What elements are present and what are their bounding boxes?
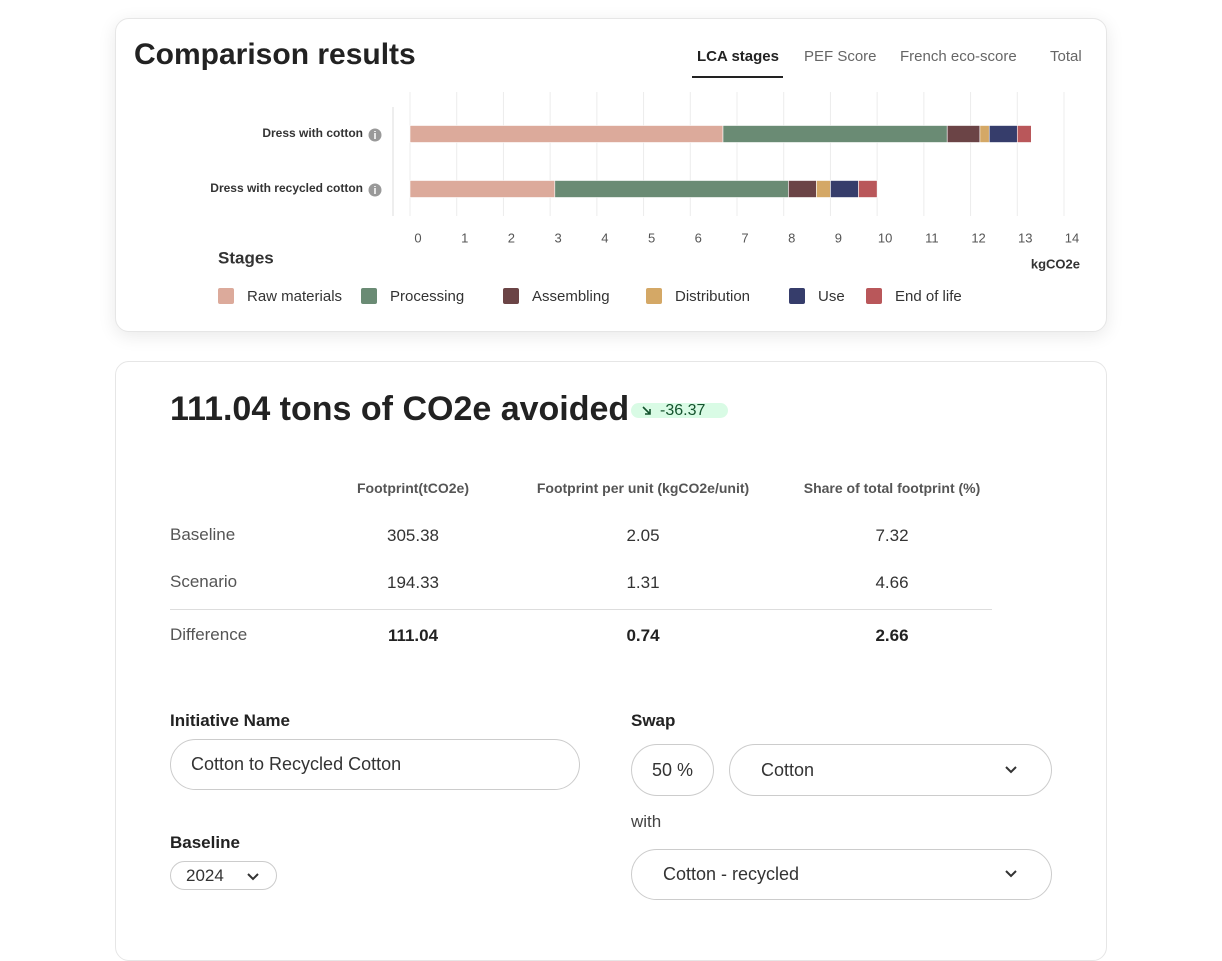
cell: 0.74 <box>626 626 660 645</box>
field-label: with <box>631 812 662 831</box>
input-value: 50 % <box>651 759 694 780</box>
bar-segment <box>830 180 859 198</box>
bar-segment <box>788 180 817 198</box>
x-tick-label: 1 <box>461 230 468 245</box>
x-tick-label: 5 <box>648 230 655 245</box>
legend-swatch <box>503 288 519 304</box>
legend-swatch <box>866 288 882 304</box>
badge: -36.37 <box>631 402 728 419</box>
chart: Stages kgCO2e 0 1 2 3 4 5 6 7 8 9 10 11 12 13 14Dress … <box>210 92 1080 305</box>
x-tick-label: 10 <box>878 230 892 245</box>
headline: 111.04 tons of CO2e avoided <box>170 390 630 428</box>
page: Comparison results LCA stages PEF Score … <box>115 18 1107 961</box>
legend-label: Use <box>818 288 845 305</box>
field-label: Swap <box>631 711 676 730</box>
badge-arrow <box>642 406 651 415</box>
cell: 7.32 <box>875 526 909 545</box>
select-value: 2024 <box>186 865 224 885</box>
tab[interactable]: French eco-score <box>900 48 1017 65</box>
bar-segment <box>816 180 831 198</box>
legend-label: Assembling <box>532 288 610 305</box>
bar-segment <box>858 180 878 198</box>
x-tick-label: 7 <box>741 230 748 245</box>
x-tick-label: 9 <box>835 230 842 245</box>
bar-segment <box>409 125 724 143</box>
bar-segment <box>946 125 981 143</box>
tab-underline <box>692 76 783 78</box>
legend-swatch <box>218 288 234 304</box>
x-tick-label: 8 <box>788 230 795 245</box>
x-tick-label: 11 <box>925 230 939 245</box>
bar-segment <box>1016 125 1032 143</box>
row-label: Difference <box>170 625 248 644</box>
bar-segment <box>409 180 556 198</box>
tab[interactable]: LCA stages <box>697 48 779 65</box>
x-axis-label: kgCO2e <box>1031 256 1080 271</box>
field-label: Initiative Name <box>170 711 290 730</box>
legend-swatch <box>361 288 377 304</box>
row-label: Baseline <box>170 525 236 544</box>
legend-label: Processing <box>390 288 464 305</box>
legend-swatch <box>789 288 805 304</box>
x-tick-label: 3 <box>555 230 562 245</box>
legend-label: End of life <box>895 288 962 305</box>
bar-segment <box>979 125 990 143</box>
tab[interactable]: Total <box>1050 48 1082 65</box>
dropdown[interactable]: Cotton - recycled <box>631 849 1052 900</box>
card-title: Comparison results <box>134 38 416 71</box>
x-tick-label: 13 <box>1018 230 1032 245</box>
bar-segment <box>554 180 789 198</box>
legend-swatch <box>646 288 662 304</box>
chevron <box>1005 766 1017 774</box>
row-label: Scenario <box>170 572 238 591</box>
column-header: Footprint(tCO2e) <box>357 480 469 496</box>
cell: 2.66 <box>875 626 909 645</box>
legend-label: Distribution <box>675 288 750 305</box>
x-tick-label: 2 <box>508 230 515 245</box>
dropdown-value: Cotton <box>761 759 815 780</box>
year-select[interactable]: 2024 <box>170 861 277 890</box>
bar-segment <box>988 125 1018 143</box>
text-input[interactable]: Cotton to Recycled Cotton <box>170 739 580 790</box>
legend-label: Raw materials <box>247 288 342 305</box>
cell: 111.04 <box>387 626 439 645</box>
chart-card <box>115 18 1107 332</box>
cell: 305.38 <box>387 526 439 545</box>
tab[interactable]: PEF Score <box>804 48 877 65</box>
dropdown-value: Cotton - recycled <box>663 864 800 884</box>
input-value: Cotton to Recycled Cotton <box>191 754 402 774</box>
category-label: Dress with cotton <box>262 126 363 140</box>
x-tick-label: 0 <box>414 230 421 245</box>
chevron <box>1005 870 1017 878</box>
cell: 194.33 <box>387 573 439 592</box>
x-tick-label: 6 <box>695 230 702 245</box>
x-tick-label: 4 <box>601 230 608 245</box>
column-header: Share of total footprint (%) <box>803 480 981 496</box>
field-label: Baseline <box>170 833 240 852</box>
bar-segment <box>722 125 948 143</box>
category-label: Dress with recycled cotton <box>210 181 363 195</box>
cell: 4.66 <box>875 573 909 592</box>
cell: 2.05 <box>626 526 660 545</box>
column-header: Footprint per unit (kgCO2e/unit) <box>536 480 750 496</box>
divider <box>170 609 992 610</box>
x-tick-label: 12 <box>971 230 985 245</box>
x-tick-label: 14 <box>1065 230 1079 245</box>
scenario-card <box>115 361 1107 961</box>
percent-input[interactable]: 50 % <box>631 744 714 796</box>
legend-title: Stages <box>218 248 274 267</box>
dropdown[interactable]: Cotton <box>729 744 1052 796</box>
cell: 1.31 <box>626 573 660 592</box>
chevron <box>247 873 259 881</box>
badge-value: -36.37 <box>660 402 706 419</box>
